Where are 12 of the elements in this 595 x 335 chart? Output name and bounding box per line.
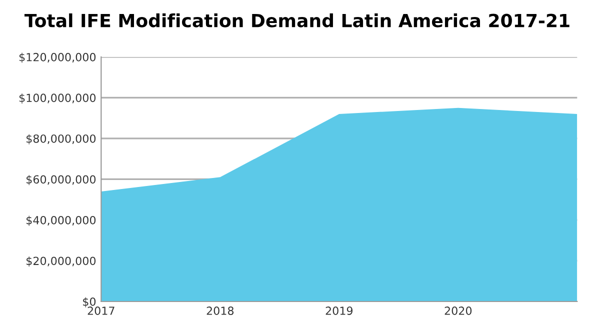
x-tick-label: 2017	[88, 306, 114, 315]
chart-title: Total IFE Modification Demand Latin America 2017-21	[24, 13, 570, 28]
y-tick-label: $0	[83, 297, 96, 308]
y-tick-label: $60,000,000	[26, 175, 96, 186]
x-tick-label: 2020	[444, 306, 472, 315]
x-tick-label: 2019	[326, 306, 353, 315]
y-tick-label: $100,000,000	[19, 93, 96, 104]
x-tick-label: 2018	[206, 306, 234, 315]
y-tick-label: $20,000,000	[26, 256, 96, 267]
y-tick-label: $120,000,000	[19, 52, 96, 63]
y-tick-label: $80,000,000	[26, 134, 96, 144]
y-tick-label: $40,000,000	[26, 216, 96, 226]
